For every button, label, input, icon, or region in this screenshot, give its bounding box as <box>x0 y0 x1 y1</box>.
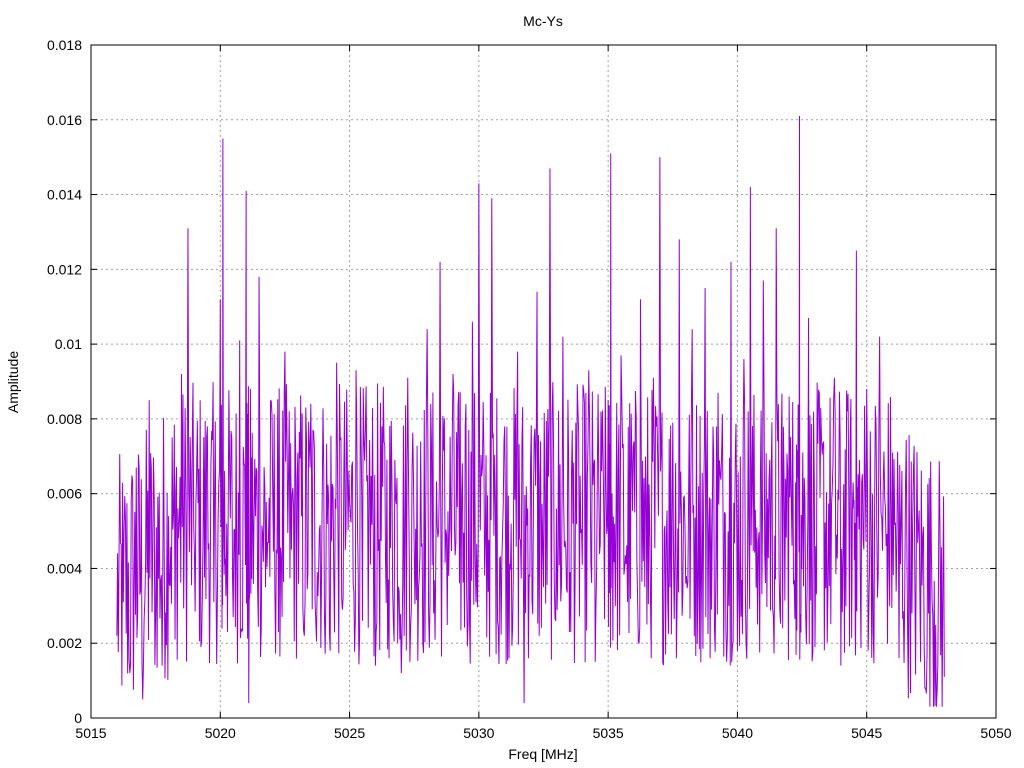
x-tick-label: 5035 <box>593 725 624 741</box>
y-tick-label: 0.002 <box>47 635 82 651</box>
x-tick-label: 5030 <box>463 725 494 741</box>
y-tick-label: 0.014 <box>47 187 82 203</box>
x-tick-label: 5025 <box>334 725 365 741</box>
y-tick-label: 0.006 <box>47 486 82 502</box>
plot-frame <box>90 44 997 719</box>
y-tick-label: 0.008 <box>47 411 82 427</box>
grid-lines <box>91 45 996 718</box>
x-axis-label: Freq [MHz] <box>508 746 577 762</box>
y-tick-label: 0.012 <box>47 261 82 277</box>
chart-title: Mc-Ys <box>523 13 563 29</box>
y-tick-label: 0.004 <box>47 560 82 576</box>
x-tick-label: 5045 <box>851 725 882 741</box>
x-tick-label: 5020 <box>205 725 236 741</box>
y-tick-label: 0.018 <box>47 37 82 53</box>
y-tick-label: 0.01 <box>55 336 82 352</box>
x-tick-label: 5050 <box>980 725 1011 741</box>
x-tick-label: 5040 <box>722 725 753 741</box>
y-tick-label: 0.016 <box>47 112 82 128</box>
series-line <box>116 116 945 707</box>
y-axis-label: Amplitude <box>5 351 21 413</box>
axis-ticks <box>90 44 997 719</box>
x-tick-label: 5015 <box>75 725 106 741</box>
y-tick-label: 0 <box>74 710 82 726</box>
y-tick-labels: 0 0.002 0.004 0.006 0.008 0.01 0.012 0.014 0.016… <box>47 37 82 726</box>
x-tick-labels: 5015 5020 5025 5030 5035 5040 5045 5050 <box>75 725 1011 741</box>
